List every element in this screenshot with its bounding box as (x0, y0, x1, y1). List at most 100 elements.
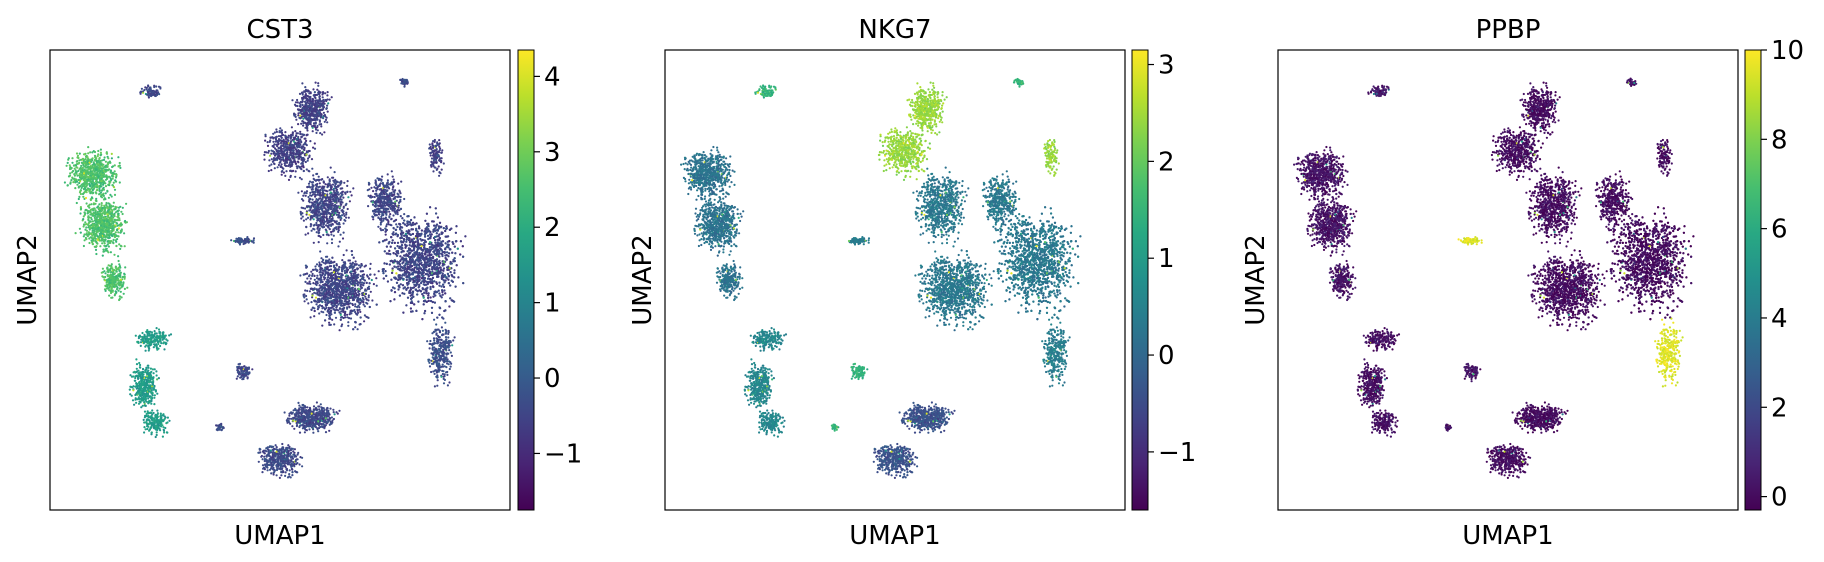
scatter-point (101, 209, 104, 212)
scatter-point (140, 380, 143, 383)
scatter-point (113, 294, 116, 297)
scatter-point (154, 435, 157, 439)
scatter-point (146, 342, 149, 345)
scatter-point (115, 244, 118, 248)
scatter-point (98, 181, 101, 184)
scatter-point (382, 268, 385, 271)
scatter-point (402, 277, 405, 281)
scatter-point (418, 263, 421, 266)
scatter-point (120, 229, 123, 232)
scatter-point (92, 184, 95, 187)
scatter-point (97, 218, 100, 222)
scatter-point (73, 177, 76, 180)
scatter-point (121, 275, 124, 279)
scatter-point (436, 229, 439, 232)
scatter-point (417, 300, 420, 303)
scatter-point (437, 275, 440, 278)
scatter-point (454, 252, 457, 255)
scatter-point (121, 206, 124, 209)
scatter-point (148, 344, 152, 347)
scatter-point (423, 230, 426, 233)
scatter-point (100, 271, 103, 274)
scatter-point (395, 272, 398, 275)
scatter-point (110, 296, 113, 299)
scatter-point (110, 234, 113, 237)
scatter-point (113, 225, 116, 228)
scatter-point (115, 291, 118, 294)
scatter-point (98, 192, 101, 195)
scatter-point (78, 181, 81, 185)
scatter-point (309, 277, 312, 280)
scatter-point (377, 270, 380, 273)
scatter-point (394, 233, 397, 236)
scatter-point (161, 414, 164, 417)
scatter-point (393, 298, 396, 301)
scatter-point (349, 317, 353, 320)
scatter-point (151, 419, 154, 422)
scatter-point (115, 270, 118, 273)
scatter-point (117, 259, 120, 263)
scatter-point (141, 367, 145, 371)
scatter-point (423, 300, 427, 303)
scatter-point (109, 177, 112, 180)
scatter-point (135, 358, 138, 361)
scatter-point (445, 235, 448, 238)
scatter-point (413, 243, 416, 246)
scatter-point (428, 268, 431, 271)
scatter-point (424, 288, 427, 291)
scatter-point (154, 344, 157, 347)
scatter-point (160, 425, 163, 428)
scatter-point (397, 252, 400, 255)
scatter-point (94, 180, 97, 183)
scatter-point (354, 303, 357, 306)
scatter-point (401, 284, 405, 287)
scatter-point (103, 213, 106, 216)
scatter-point (123, 277, 126, 280)
scatter-point (420, 239, 423, 242)
scatter-point (449, 297, 452, 300)
scatter-point (145, 378, 148, 381)
scatter-point (403, 219, 406, 222)
scatter-point (445, 225, 448, 228)
scatter-point (441, 290, 444, 294)
scatter-point (451, 275, 454, 278)
scatter-point (399, 265, 402, 268)
scatter-point (418, 227, 421, 230)
scatter-point (161, 435, 164, 438)
scatter-point (449, 284, 452, 287)
scatter-point (428, 248, 431, 251)
scatter-point (438, 237, 441, 240)
scatter-point (108, 206, 111, 209)
scatter-point (114, 219, 118, 222)
scatter-point (411, 291, 414, 294)
scatter-point (71, 161, 74, 164)
scatter-point (419, 290, 422, 293)
scatter-point (95, 223, 98, 226)
scatter-point (453, 271, 456, 275)
scatter-point (115, 173, 118, 176)
scatter-point (65, 164, 68, 167)
scatter-point (143, 335, 146, 338)
scatter-point (92, 238, 95, 241)
scatter-point (461, 245, 464, 248)
scatter-point (453, 269, 456, 272)
scatter-point (404, 259, 407, 262)
scatter-point (452, 260, 455, 263)
scatter-point (157, 328, 161, 331)
scatter-point (83, 233, 86, 236)
scatter-point (346, 307, 349, 310)
scatter-point (104, 178, 108, 181)
scatter-point (79, 231, 82, 234)
scatter-point (121, 212, 124, 216)
scatter-point (442, 262, 445, 265)
scatter-point (307, 302, 310, 305)
scatter-point (402, 240, 405, 243)
scatter-point (429, 296, 432, 299)
scatter-point (67, 157, 70, 160)
scatter-point (155, 414, 159, 417)
scatter-point (304, 280, 307, 283)
scatter-point (454, 285, 457, 288)
scatter-point (92, 172, 95, 175)
scatter-point (424, 219, 427, 222)
